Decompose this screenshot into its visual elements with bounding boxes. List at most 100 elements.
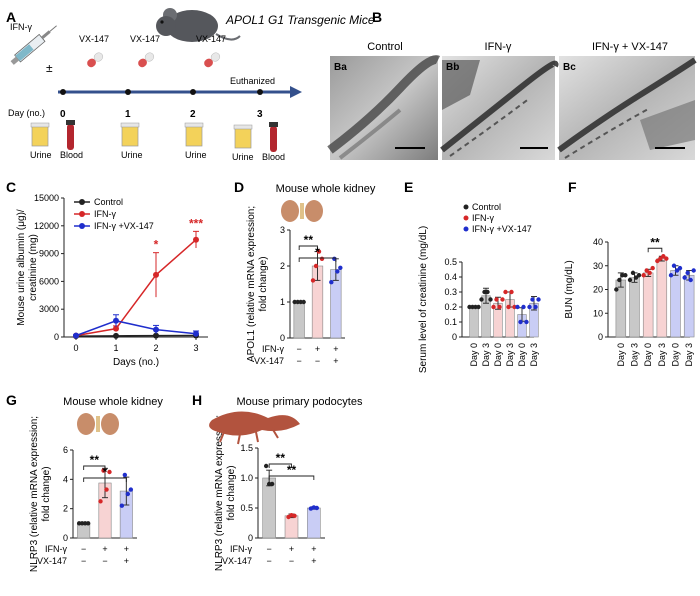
ifn-sign: + (311, 544, 316, 554)
category-label: Day 0 (517, 343, 527, 367)
ifn-sign: − (267, 544, 272, 554)
cup-body (31, 125, 49, 147)
data-point (292, 513, 297, 518)
data-point (630, 270, 636, 276)
data-point (671, 263, 677, 268)
day-1: 1 (125, 109, 131, 120)
blood-label-day3: Blood (262, 152, 285, 162)
category-label: Day 3 (684, 343, 694, 367)
data-point (685, 270, 690, 276)
y-axis-title-line: fold change) (41, 466, 52, 521)
significance-mark: ** (650, 235, 660, 249)
timeline-arrowhead (290, 86, 302, 98)
panel-letter-b: B (372, 9, 382, 25)
mouse-icon (156, 8, 241, 42)
pill-half (87, 58, 96, 68)
data-point (627, 277, 633, 283)
legend-marker (463, 204, 469, 210)
bar (670, 270, 681, 338)
plus-minus-label: ± (46, 61, 53, 75)
y-tick-label: 6000 (39, 276, 59, 286)
bar (469, 306, 479, 338)
significance-mark: ** (287, 463, 297, 477)
blood-tube-icon (269, 122, 278, 152)
data-point (313, 263, 319, 269)
bar (683, 274, 695, 338)
significance-bracket (298, 257, 337, 262)
x-tick-label: 2 (153, 343, 158, 353)
data-point (530, 297, 535, 302)
ifn-sign: + (315, 344, 320, 354)
y-axis-title-line: fold change) (258, 256, 269, 311)
micrograph-title-ifn: IFN-γ (485, 41, 512, 53)
timeline-title: APOL1 G1 Transgenic Mice (225, 13, 375, 27)
category-label: Day 0 (671, 343, 681, 367)
panel-letter-g: G (6, 392, 17, 408)
y-axis-title-line: Serum level of creatinine (mg/dL) (418, 226, 429, 373)
legend-label: IFN-γ +VX-147 (472, 224, 532, 234)
data-point (503, 289, 508, 295)
data-point (661, 254, 666, 259)
significance-bracket (83, 477, 127, 482)
ifn-sign: + (102, 544, 107, 554)
blood-tube-icon (66, 120, 75, 150)
y-tick-label: 0.5 (444, 257, 457, 267)
data-point (614, 287, 619, 292)
data-point (677, 265, 683, 271)
cup-body (234, 127, 252, 149)
pill-half (204, 58, 213, 68)
y-axis-title: NLRP3 (relative mRNA expression;fold cha… (214, 415, 237, 571)
cup-lid (184, 122, 204, 128)
syringe-icon (10, 25, 57, 65)
bar (77, 523, 91, 539)
y-axis-title-line: fold change) (226, 465, 237, 520)
vx-row-label: VX-147 (37, 556, 67, 566)
blood-label-day0: Blood (60, 150, 83, 160)
panel-letter-a: A (6, 9, 16, 25)
urine-cup-icon (30, 122, 50, 147)
y-axis-title: NLRP3 (relative mRNA expression;fold cha… (29, 416, 52, 572)
data-point (633, 275, 639, 280)
data-point (153, 332, 159, 339)
x-tick-label: 3 (193, 343, 198, 353)
data-point (506, 304, 511, 310)
data-point (521, 304, 526, 310)
y-tick-label: 6 (63, 445, 68, 455)
category-label: Day 3 (630, 343, 640, 367)
significance-mark: ** (304, 233, 314, 247)
vx-sign: + (124, 556, 129, 566)
legend-label: IFN-γ (472, 213, 494, 223)
significance-bracket (647, 247, 663, 253)
data-point (658, 256, 663, 261)
cup-lid (30, 122, 50, 128)
data-point (153, 326, 159, 333)
y-axis-title-line: APOL1 (relative mRNA expression; (246, 206, 257, 362)
cup-lid (233, 124, 253, 130)
urine-cup-icon (184, 122, 204, 147)
panel-letter-e: E (404, 179, 413, 195)
vx-sign: − (81, 556, 86, 566)
category-label: Day 0 (493, 343, 503, 367)
panel-letter-c: C (6, 179, 16, 195)
pill-icon (204, 52, 221, 68)
legend-marker (79, 199, 85, 205)
data-point (310, 278, 316, 283)
data-point (335, 269, 340, 274)
y-tick-label: 1.5 (240, 443, 253, 453)
vx-sign: − (102, 556, 107, 566)
y-tick-label: 0 (63, 533, 68, 543)
y-axis-title: BUN (mg/dL) (564, 260, 575, 318)
ifn-sign: + (124, 544, 129, 554)
day-2: 2 (190, 109, 196, 120)
category-label: Day 3 (529, 343, 539, 367)
y-tick-label: 0.3 (444, 287, 457, 297)
micrograph-ifn-vx: Bc (557, 56, 697, 160)
vx-label-day1: VX-147 (130, 34, 160, 44)
micrograph-panel: Control IFN-γ IFN-γ + VX-147 Ba Bb (327, 41, 697, 160)
data-point (314, 505, 320, 511)
day-0: 0 (60, 109, 66, 120)
euthanized-label: Euthanized (230, 76, 275, 86)
y-tick-label: 2 (63, 504, 68, 514)
category-label: Day 0 (616, 343, 626, 367)
